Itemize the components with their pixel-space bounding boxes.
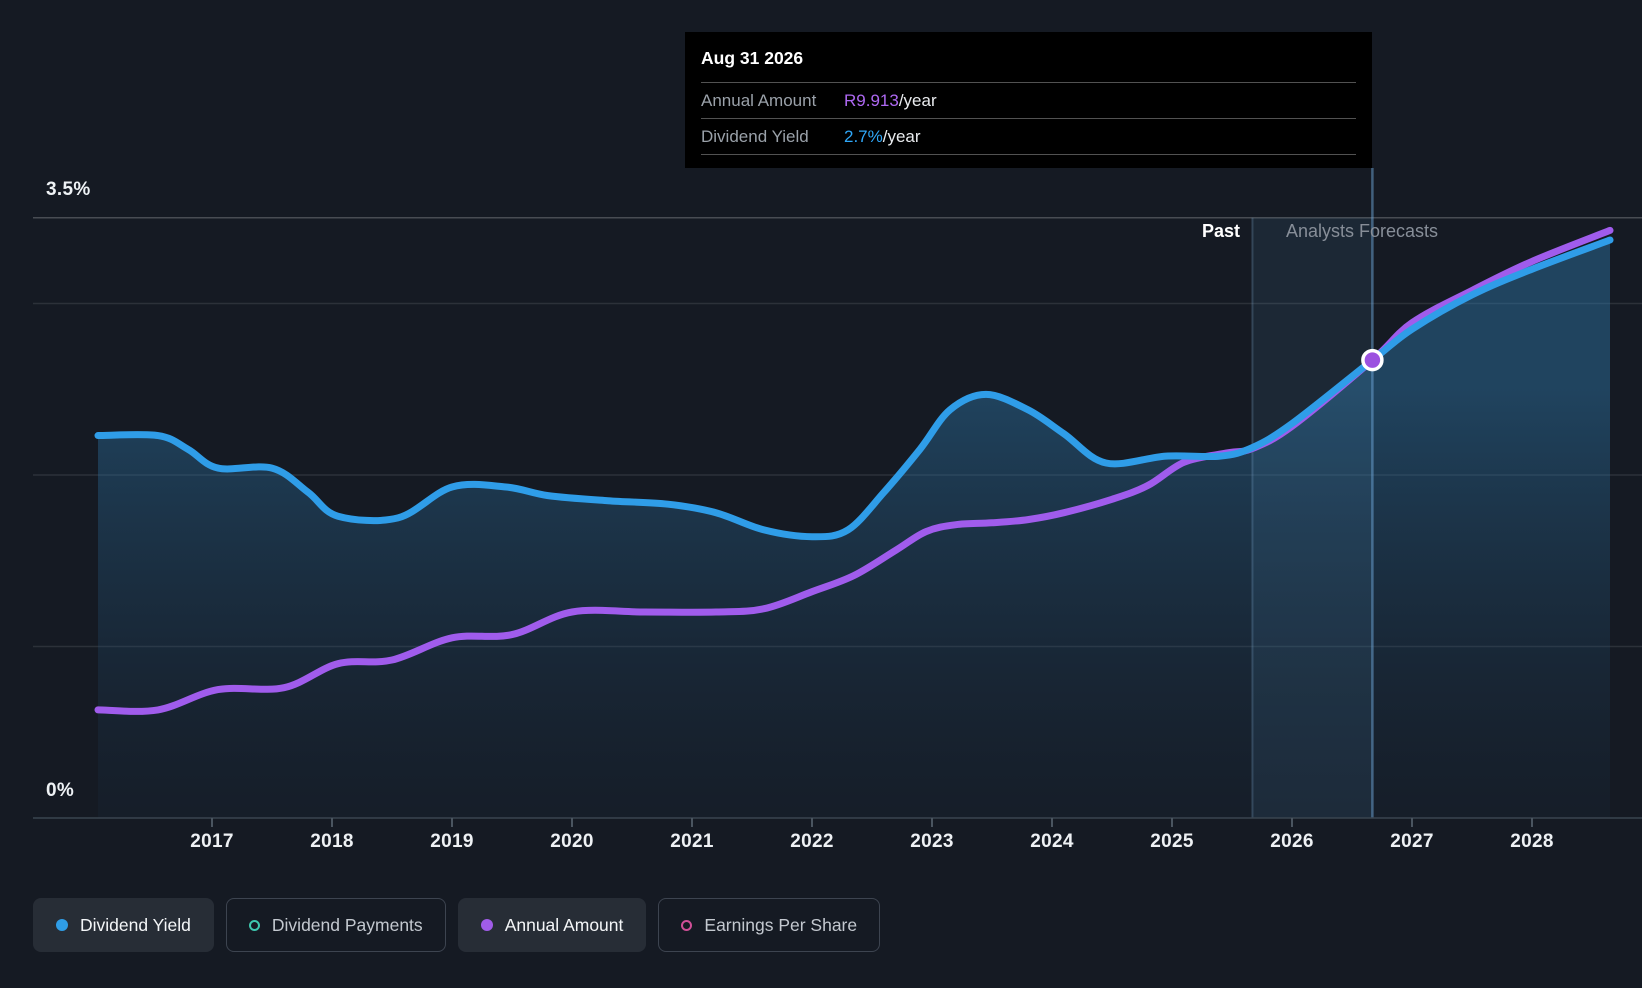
past-label: Past: [1201, 221, 1240, 241]
ring-dot-icon: [248, 919, 260, 931]
ring-dot-icon: [681, 919, 693, 931]
y-axis-max-label: 3.5%: [46, 179, 91, 200]
year-label-2022: 2022: [790, 831, 834, 852]
year-label-2019: 2019: [430, 831, 474, 852]
tooltip-date: Aug 31 2026: [701, 48, 804, 68]
year-label-2025: 2025: [1150, 831, 1194, 852]
year-label-2017: 2017: [190, 831, 234, 852]
tooltip-separator: [701, 82, 1356, 83]
hover-marker: [1361, 348, 1384, 372]
year-label-2023: 2023: [910, 831, 954, 852]
analysts-forecasts-label: Analysts Forecasts: [1286, 221, 1439, 241]
legend-label: Dividend Payments: [271, 914, 423, 935]
tooltip-dividend-yield-suffix: /year: [882, 126, 921, 146]
tooltip-separator: [701, 154, 1356, 155]
legend-toggle-annual-amount[interactable]: Annual Amount: [457, 898, 647, 952]
dividend-yield-line: [94, 236, 1614, 541]
legend-toggle-dividend-yield[interactable]: Dividend Yield: [33, 898, 214, 952]
tooltip-annual-amount-value: R9.913: [844, 90, 899, 110]
tooltip-dividend-yield-value: 2.7%: [844, 126, 883, 146]
tooltip-row-dividend-yield: Dividend Yield 2.7%/year: [685, 119, 1372, 154]
tooltip-row-annual-amount: Annual Amount R9.913/year: [685, 83, 1372, 118]
legend-label: Earnings Per Share: [704, 914, 858, 935]
year-label-2026: 2026: [1270, 831, 1314, 852]
legend-toggle-dividend-payments[interactable]: Dividend Payments: [225, 898, 446, 952]
tooltip-annual-amount-label: Annual Amount: [701, 90, 817, 110]
year-label-2024: 2024: [1030, 831, 1074, 852]
legend-toggle-earnings-per-share[interactable]: Earnings Per Share: [658, 898, 881, 952]
year-label-2028: 2028: [1510, 831, 1554, 852]
forecast-highlight-band: [1252, 217, 1373, 818]
legend-label: Annual Amount: [504, 914, 624, 935]
year-label-2020: 2020: [550, 831, 594, 852]
year-label-2027: 2027: [1390, 831, 1434, 852]
tooltip-dividend-yield-label: Dividend Yield: [701, 126, 809, 146]
filled-dot-icon: [56, 919, 68, 931]
legend-label: Dividend Yield: [80, 914, 191, 935]
filled-dot-icon: [480, 919, 493, 931]
year-label-2018: 2018: [310, 831, 354, 852]
year-label-2021: 2021: [670, 831, 714, 852]
y-axis-min-label: 0%: [46, 780, 75, 801]
tooltip-annual-amount-suffix: /year: [898, 90, 937, 110]
hover-tooltip: Aug 31 2026 Annual Amount R9.913/year Di…: [685, 32, 1372, 168]
tooltip-separator: [701, 118, 1356, 119]
legend: Dividend Yield Dividend Payments Annual Am…: [33, 898, 881, 952]
